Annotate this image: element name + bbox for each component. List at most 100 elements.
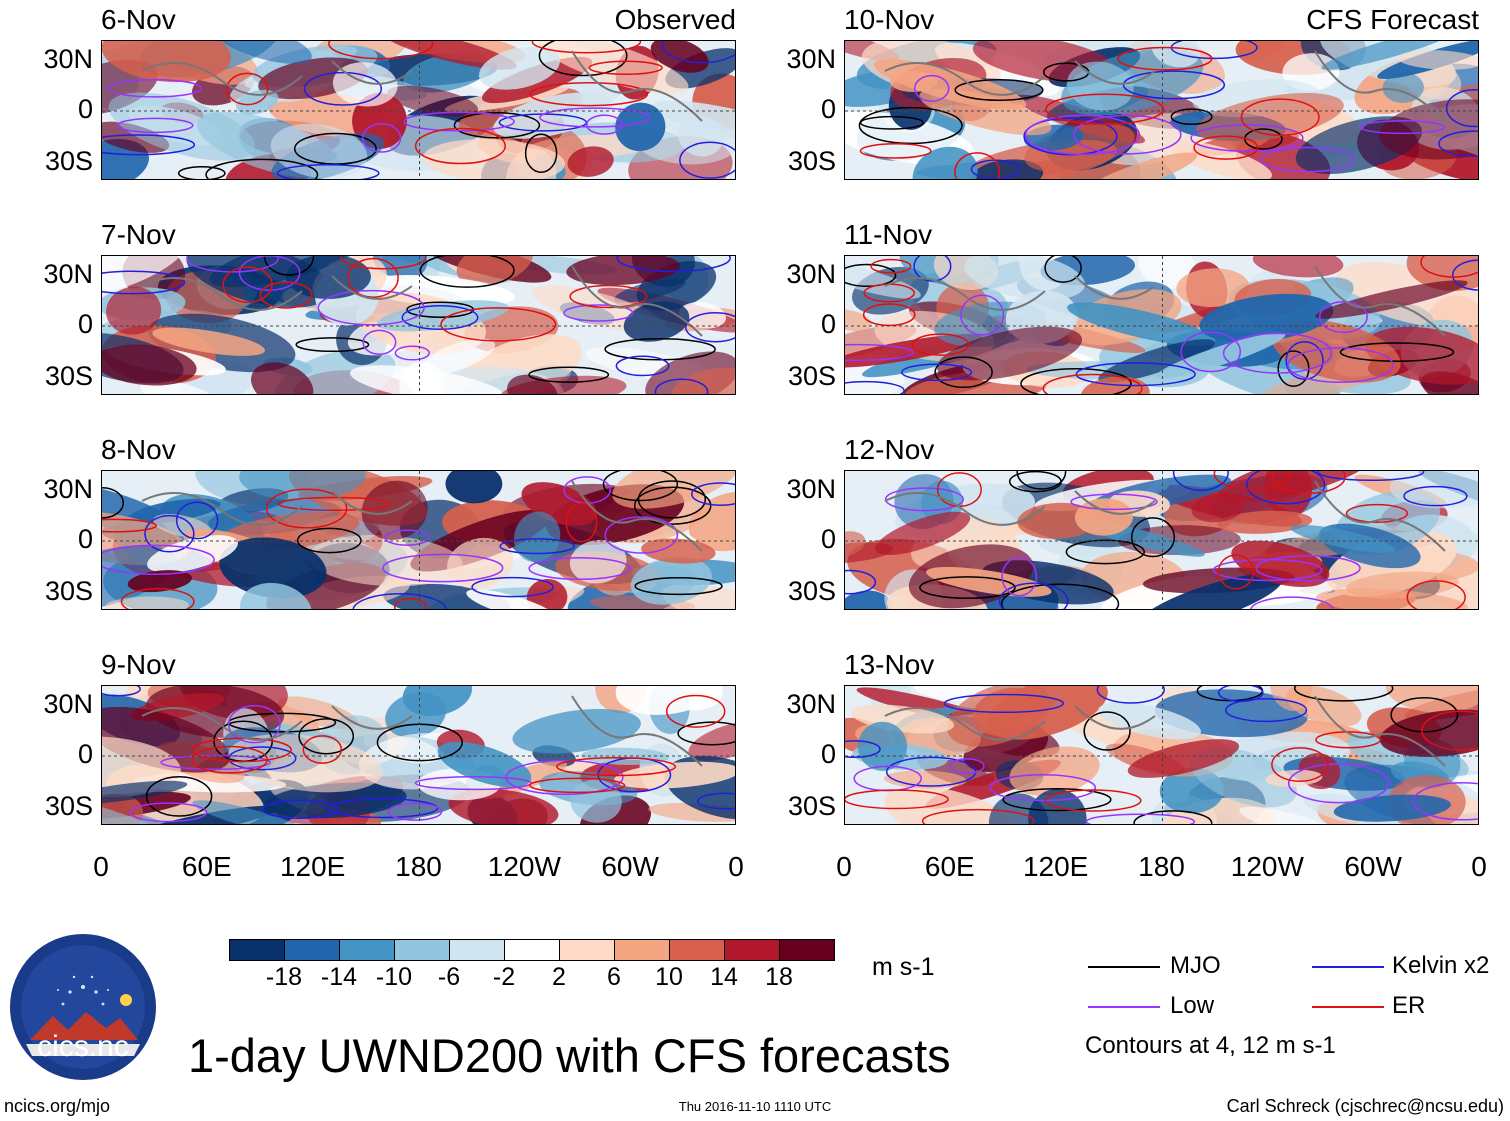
contour-kelvin-x2 [1445, 88, 1478, 128]
anomaly-shading-blob [884, 786, 1024, 824]
anomaly-shading-blob [1136, 573, 1283, 609]
cics-logo: cics.nc [8, 932, 158, 1082]
anomaly-shading-blob [1385, 686, 1478, 713]
uwnd-map-panel [844, 255, 1479, 395]
contour-mjo [524, 133, 558, 173]
anomaly-shading-blob [1265, 769, 1323, 787]
contour-kelvin-x2 [144, 514, 195, 553]
contour-low [1070, 493, 1158, 511]
contour-mjo [177, 165, 226, 179]
colorbar-tick-label: 10 [655, 963, 683, 991]
colorbar-tick-label: 14 [710, 963, 738, 991]
anomaly-shading-blob [152, 327, 266, 356]
colorbar-tick-label: -18 [265, 963, 303, 991]
uwnd-heatmap [102, 256, 735, 394]
contour-mjo [934, 356, 993, 389]
contour-low [1287, 347, 1394, 384]
legend-line-mjo [1088, 966, 1160, 968]
longitude-tick-label: 180 [395, 851, 442, 882]
contour-low [563, 304, 634, 322]
contour-note: Contours at 4, 12 m s-1 [1085, 1032, 1336, 1059]
panel-date-label: 7-Nov [101, 219, 176, 250]
contour-mjo [295, 337, 370, 353]
contour-er [265, 488, 348, 529]
contour-low [528, 556, 631, 581]
contour-mjo [1083, 711, 1131, 751]
contour-er [1406, 580, 1466, 609]
contour-low [238, 256, 301, 291]
contour-low [403, 111, 515, 132]
anomaly-shading-blob [466, 589, 558, 609]
anomaly-shading-blob [1239, 806, 1342, 824]
anomaly-shading-blob [1199, 293, 1334, 343]
colorbar-swatch [614, 939, 670, 961]
contour-low [1287, 763, 1390, 804]
contour-low [1318, 300, 1368, 334]
latitude-tick-label: 0 [820, 524, 836, 554]
contour-mjo [538, 41, 628, 77]
anomaly-shading-blob [376, 300, 509, 332]
uwnd-map-panel [844, 470, 1479, 610]
anomaly-shading-blob [1252, 256, 1344, 278]
anomaly-shading-blob [1191, 493, 1245, 523]
contour-er [529, 777, 626, 794]
anomaly-shading-blob [536, 41, 689, 94]
anomaly-shading-blob [1127, 739, 1240, 778]
contour-mjo [602, 471, 679, 502]
longitude-tick-label: 60W [601, 851, 659, 882]
anomaly-shading-blob [1379, 709, 1478, 757]
colorbar-swatch [724, 939, 780, 961]
anomaly-shading-blob [1316, 588, 1468, 609]
anomaly-shading-blob [688, 721, 735, 761]
anomaly-shading-blob [1231, 540, 1330, 587]
anomaly-shading-blob [447, 537, 514, 589]
anomaly-shading-blob [678, 302, 727, 329]
contour-low [160, 754, 271, 771]
contour-mjo [1390, 697, 1459, 733]
contour-kelvin-x2 [679, 141, 735, 179]
contour-mjo [1170, 108, 1213, 126]
contour-low [845, 343, 914, 362]
longitude-tick-label: 0 [836, 851, 852, 882]
latitude-tick-label: 0 [820, 739, 836, 769]
anomaly-shading-blob [512, 708, 641, 754]
uwnd-map-panel [101, 685, 736, 825]
contour-er [862, 303, 916, 327]
contour-er [1213, 471, 1291, 491]
panel-date-label: 12-Nov [844, 434, 935, 465]
colorbar-swatch [559, 939, 615, 961]
contour-er [393, 598, 427, 609]
latitude-tick-label: 30S [44, 146, 93, 176]
contour-mjo [604, 337, 716, 361]
contour-mjo [528, 366, 610, 383]
contour-er [569, 284, 648, 309]
anomaly-shading-blob [127, 570, 192, 593]
colorbar-swatch [504, 939, 560, 961]
contour-kelvin-x2 [276, 163, 380, 179]
colorbar-swatch [229, 939, 285, 961]
contour-kelvin-x2 [697, 792, 735, 810]
anomaly-shading-blob [1066, 61, 1134, 111]
contour-low [1260, 146, 1355, 173]
anomaly-shading-blob [219, 537, 327, 599]
uwnd-map-panel [844, 685, 1479, 825]
anomaly-shading-blob [1216, 510, 1313, 534]
contour-kelvin-x2 [1217, 686, 1264, 703]
anomaly-shading-blob [1321, 41, 1460, 70]
contour-low [1001, 556, 1038, 597]
contour-low [539, 107, 651, 128]
anomaly-shading-blob [1315, 280, 1468, 319]
contour-low [387, 802, 443, 821]
contour-low [382, 553, 504, 583]
anomaly-shading-blob [493, 92, 613, 139]
coastline [141, 265, 703, 337]
anomaly-shading-blob [102, 797, 176, 824]
anomaly-shading-blob [845, 590, 893, 609]
contour-mjo [453, 112, 541, 139]
contour-low [227, 704, 281, 744]
legend-line-low [1088, 1006, 1160, 1008]
contour-er [954, 152, 1001, 179]
colorbar-tick-label: 18 [765, 963, 793, 991]
panel-date-label: 6-Nov [101, 4, 176, 35]
contour-kelvin-x2 [1225, 698, 1308, 723]
